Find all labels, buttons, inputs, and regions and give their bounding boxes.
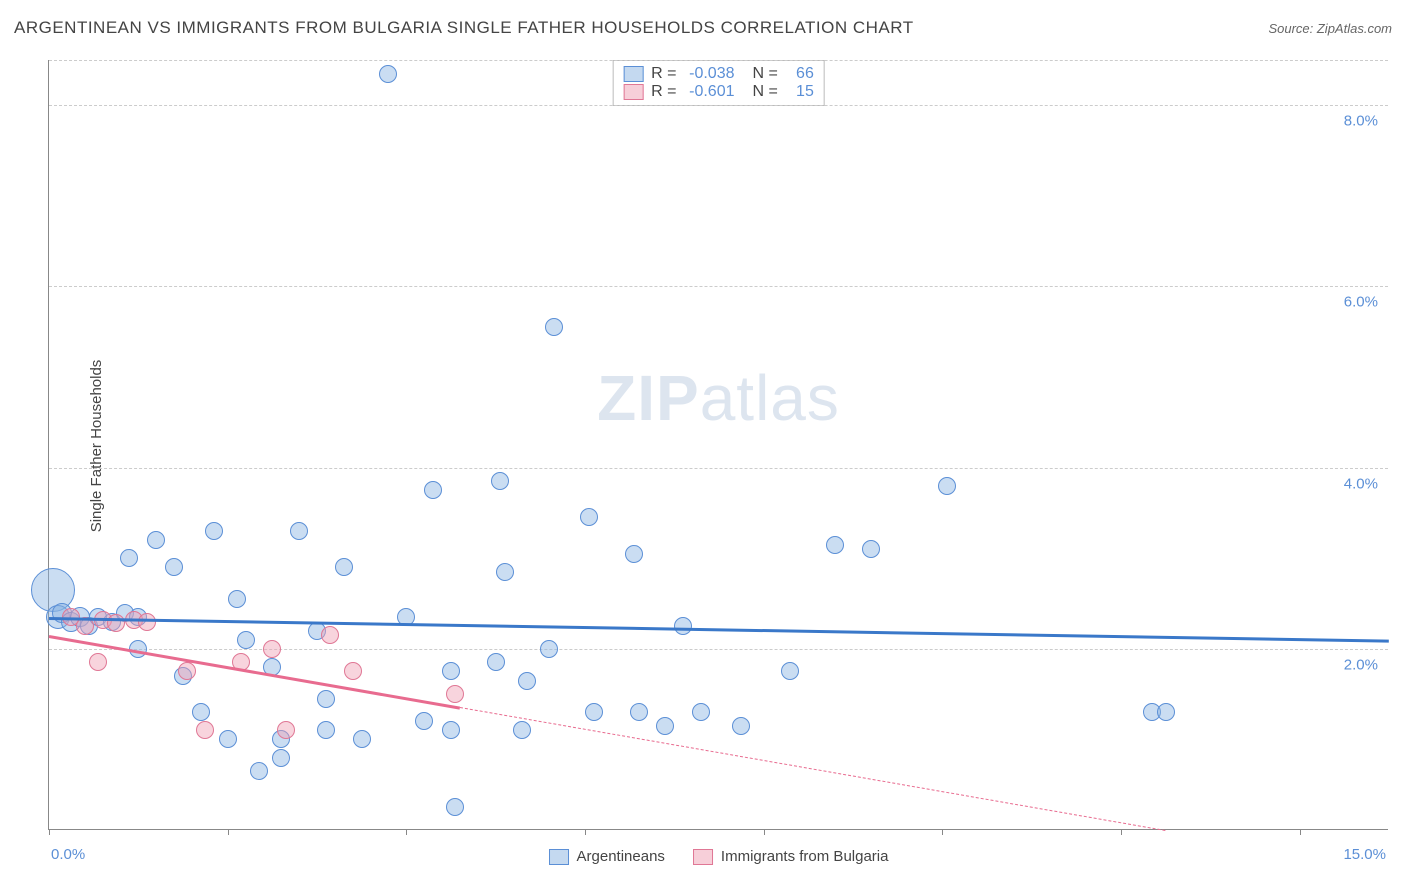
data-point (272, 749, 290, 767)
gridline (49, 649, 1388, 650)
x-tick (585, 829, 586, 835)
chart-header: ARGENTINEAN VS IMMIGRANTS FROM BULGARIA … (14, 18, 1392, 38)
data-point (580, 508, 598, 526)
data-point (424, 481, 442, 499)
data-point (1157, 703, 1175, 721)
gridline (49, 468, 1388, 469)
data-point (442, 721, 460, 739)
data-point (491, 472, 509, 490)
data-point (353, 730, 371, 748)
data-point (496, 563, 514, 581)
source-attribution: Source: ZipAtlas.com (1268, 21, 1392, 36)
legend-swatch (623, 66, 643, 82)
data-point (630, 703, 648, 721)
data-point (540, 640, 558, 658)
data-point (321, 626, 339, 644)
data-point (237, 631, 255, 649)
n-value: 15 (786, 83, 814, 101)
legend-item: Immigrants from Bulgaria (693, 848, 889, 865)
legend-swatch (693, 849, 713, 865)
x-tick (49, 829, 50, 835)
data-point (89, 653, 107, 671)
data-point (219, 730, 237, 748)
legend-item: Argentineans (549, 848, 665, 865)
x-tick (1300, 829, 1301, 835)
stats-legend-row: R = -0.038 N = 66 (623, 65, 814, 83)
y-tick-label: 8.0% (1344, 113, 1378, 130)
stats-legend: R = -0.038 N = 66 R = -0.601 N = 15 (612, 60, 825, 106)
data-point (585, 703, 603, 721)
data-point (277, 721, 295, 739)
r-label: R = (651, 83, 676, 101)
y-tick-label: 6.0% (1344, 294, 1378, 311)
data-point (545, 318, 563, 336)
y-tick-label: 2.0% (1344, 656, 1378, 673)
r-label: R = (651, 65, 676, 83)
legend-swatch (623, 84, 643, 100)
n-label: N = (753, 65, 778, 83)
data-point (205, 522, 223, 540)
data-point (317, 721, 335, 739)
data-point (335, 558, 353, 576)
x-tick-label: 15.0% (1343, 846, 1386, 863)
x-tick (406, 829, 407, 835)
data-point (196, 721, 214, 739)
stats-legend-row: R = -0.601 N = 15 (623, 83, 814, 101)
n-value: 66 (786, 65, 814, 83)
x-tick (228, 829, 229, 835)
x-tick (764, 829, 765, 835)
data-point (344, 662, 362, 680)
gridline (49, 60, 1388, 61)
data-point (147, 531, 165, 549)
trend-line-dashed (460, 707, 1166, 831)
data-point (692, 703, 710, 721)
legend-label: Immigrants from Bulgaria (721, 848, 889, 865)
data-point (415, 712, 433, 730)
chart-title: ARGENTINEAN VS IMMIGRANTS FROM BULGARIA … (14, 18, 914, 38)
x-tick (1121, 829, 1122, 835)
series-legend: Argentineans Immigrants from Bulgaria (549, 848, 889, 865)
plot-area: ZIPatlas R =-0.038N =66R =-0.601N =15 Ar… (48, 60, 1388, 830)
data-point (317, 690, 335, 708)
data-point (446, 685, 464, 703)
data-point (446, 798, 464, 816)
data-point (442, 662, 460, 680)
data-point (826, 536, 844, 554)
gridline (49, 286, 1388, 287)
data-point (165, 558, 183, 576)
data-point (487, 653, 505, 671)
data-point (674, 617, 692, 635)
r-value: -0.601 (685, 83, 735, 101)
data-point (732, 717, 750, 735)
data-point (178, 662, 196, 680)
data-point (656, 717, 674, 735)
legend-label: Argentineans (577, 848, 665, 865)
gridline (49, 105, 1388, 106)
y-tick-label: 4.0% (1344, 475, 1378, 492)
data-point (120, 549, 138, 567)
data-point (250, 762, 268, 780)
legend-swatch (549, 849, 569, 865)
data-point (518, 672, 536, 690)
data-point (228, 590, 246, 608)
x-tick-label: 0.0% (51, 846, 85, 863)
data-point (781, 662, 799, 680)
r-value: -0.038 (685, 65, 735, 83)
data-point (379, 65, 397, 83)
data-point (192, 703, 210, 721)
data-point (290, 522, 308, 540)
data-point (862, 540, 880, 558)
data-point (513, 721, 531, 739)
data-point (938, 477, 956, 495)
data-point (263, 640, 281, 658)
trend-line (49, 635, 460, 710)
watermark: ZIPatlas (597, 361, 840, 435)
n-label: N = (753, 83, 778, 101)
data-point (625, 545, 643, 563)
x-tick (942, 829, 943, 835)
